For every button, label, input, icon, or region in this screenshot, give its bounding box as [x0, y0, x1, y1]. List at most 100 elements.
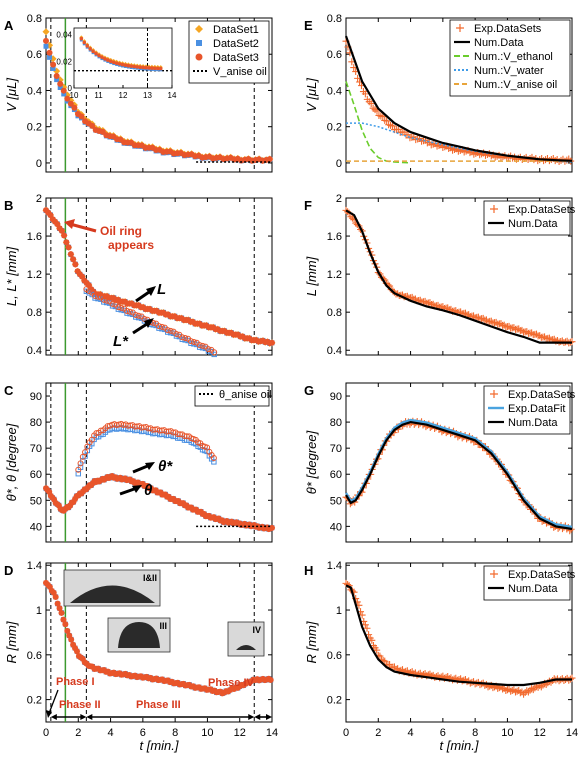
legend-label: Num.:V_water: [474, 65, 544, 77]
panel-label-C: C: [4, 383, 14, 398]
data-point: [78, 113, 85, 120]
data-point: [199, 342, 206, 349]
data-point: [70, 256, 77, 263]
y-tick-label: 40: [330, 521, 342, 533]
y-axis-label: θ*, θ [degree]: [4, 423, 19, 501]
data-point: [61, 91, 67, 97]
data-point: [513, 687, 521, 695]
y-tick-label: 1: [336, 605, 342, 617]
data-point: [373, 646, 381, 654]
data-point: [164, 327, 171, 334]
droplet-inset-1: I&II: [63, 569, 161, 607]
droplet-inset-3-label: IV: [252, 625, 261, 635]
y-tick-label: 90: [330, 391, 342, 403]
legend-label: Exp.DataSets: [508, 569, 576, 581]
inset-data-point: [141, 65, 145, 70]
data-point: [67, 100, 74, 107]
theta-label: θ: [144, 482, 153, 499]
x-tick-label: 12: [534, 727, 546, 739]
y-tick-label: 0.6: [327, 650, 342, 662]
inset-data-point: [106, 58, 110, 62]
phase-2-label: Phase II: [59, 699, 101, 711]
data-point: [75, 466, 82, 473]
y-axis-label: R [mm]: [4, 621, 19, 663]
x-tick-label: 14: [266, 727, 278, 739]
inset-data-point: [126, 63, 131, 68]
data-point: [63, 239, 70, 246]
panel-A-frame: [45, 17, 273, 173]
data-point: [421, 297, 429, 305]
legend-label: Exp.DataFit: [508, 403, 565, 415]
data-point: [62, 621, 69, 628]
x-axis-label: t [min.]: [439, 738, 478, 753]
y-tick-label: 50: [330, 495, 342, 507]
data-point: [115, 304, 122, 311]
data-point: [118, 304, 125, 311]
inset-data-point: [82, 40, 87, 45]
data-point: [188, 340, 194, 346]
inset-data-point: [147, 66, 151, 70]
panel-B-frame: [45, 197, 273, 356]
y-tick-label: 0.8: [27, 13, 42, 25]
panel-label-G: G: [304, 383, 314, 398]
legend-G-box: [483, 385, 571, 435]
y-tick-label: 40: [30, 521, 42, 533]
inset-data-point: [79, 36, 84, 41]
data-point: [210, 454, 217, 461]
inset-y-tick-label: 0: [68, 84, 73, 93]
data-point: [499, 685, 507, 693]
x-tick-label: 6: [440, 727, 446, 739]
data-point: [156, 323, 162, 330]
legend-label: Num.Data: [474, 37, 524, 49]
y-tick-label: 50: [30, 495, 42, 507]
droplet-inset-1-label: I&II: [143, 573, 157, 583]
x-tick-label: 6: [140, 727, 146, 739]
data-point: [126, 308, 133, 315]
droplet-inset-2: III: [107, 617, 171, 653]
data-point: [58, 609, 65, 616]
data-point: [182, 334, 189, 341]
data-point: [103, 297, 110, 304]
inset-x-tick-label: 10: [70, 91, 79, 100]
data-point: [379, 113, 387, 121]
y-tick-label: 0.2: [327, 695, 342, 707]
y-tick-label: 0.2: [27, 122, 42, 134]
phase-3-label: Phase III: [136, 699, 181, 711]
y-axis-label: L [mm]: [304, 256, 319, 296]
x-tick-label: 4: [408, 727, 414, 739]
data-point: [94, 293, 101, 300]
inset-data-point: [91, 49, 95, 54]
inset-data-point: [158, 66, 163, 71]
x-tick-label: 0: [43, 727, 49, 739]
data-point: [267, 676, 274, 683]
y-axis-label: L, L* [mm]: [4, 247, 19, 307]
inset-data-point: [132, 64, 137, 69]
data-point: [510, 324, 518, 332]
x-tick-label: 0: [343, 727, 349, 739]
x-tick-label: 4: [108, 727, 114, 739]
data-point: [503, 686, 511, 694]
inset-data-point: [144, 65, 148, 70]
data-point: [135, 312, 142, 319]
data-point: [100, 296, 107, 303]
data-point: [124, 308, 131, 315]
y-axis-label: V [μL]: [4, 78, 19, 112]
data-point: [211, 351, 217, 358]
data-point: [82, 449, 89, 456]
panel-label-F: F: [304, 198, 312, 213]
y-tick-label: 2: [336, 193, 342, 205]
data-point: [205, 346, 212, 353]
data-point: [373, 107, 381, 115]
data-point: [73, 648, 80, 655]
y-tick-label: 0: [336, 158, 342, 170]
data-point: [46, 49, 53, 56]
data-point: [487, 317, 495, 325]
data-point: [50, 61, 57, 68]
L-arrowhead: [146, 286, 156, 296]
inset-data-point: [155, 66, 160, 71]
legend-label: V_anise oil: [213, 66, 267, 78]
num-data-line: [345, 209, 572, 344]
y-tick-label: 0.4: [327, 85, 342, 97]
data-point: [512, 688, 519, 696]
inset-x-tick-label: 12: [119, 91, 128, 100]
